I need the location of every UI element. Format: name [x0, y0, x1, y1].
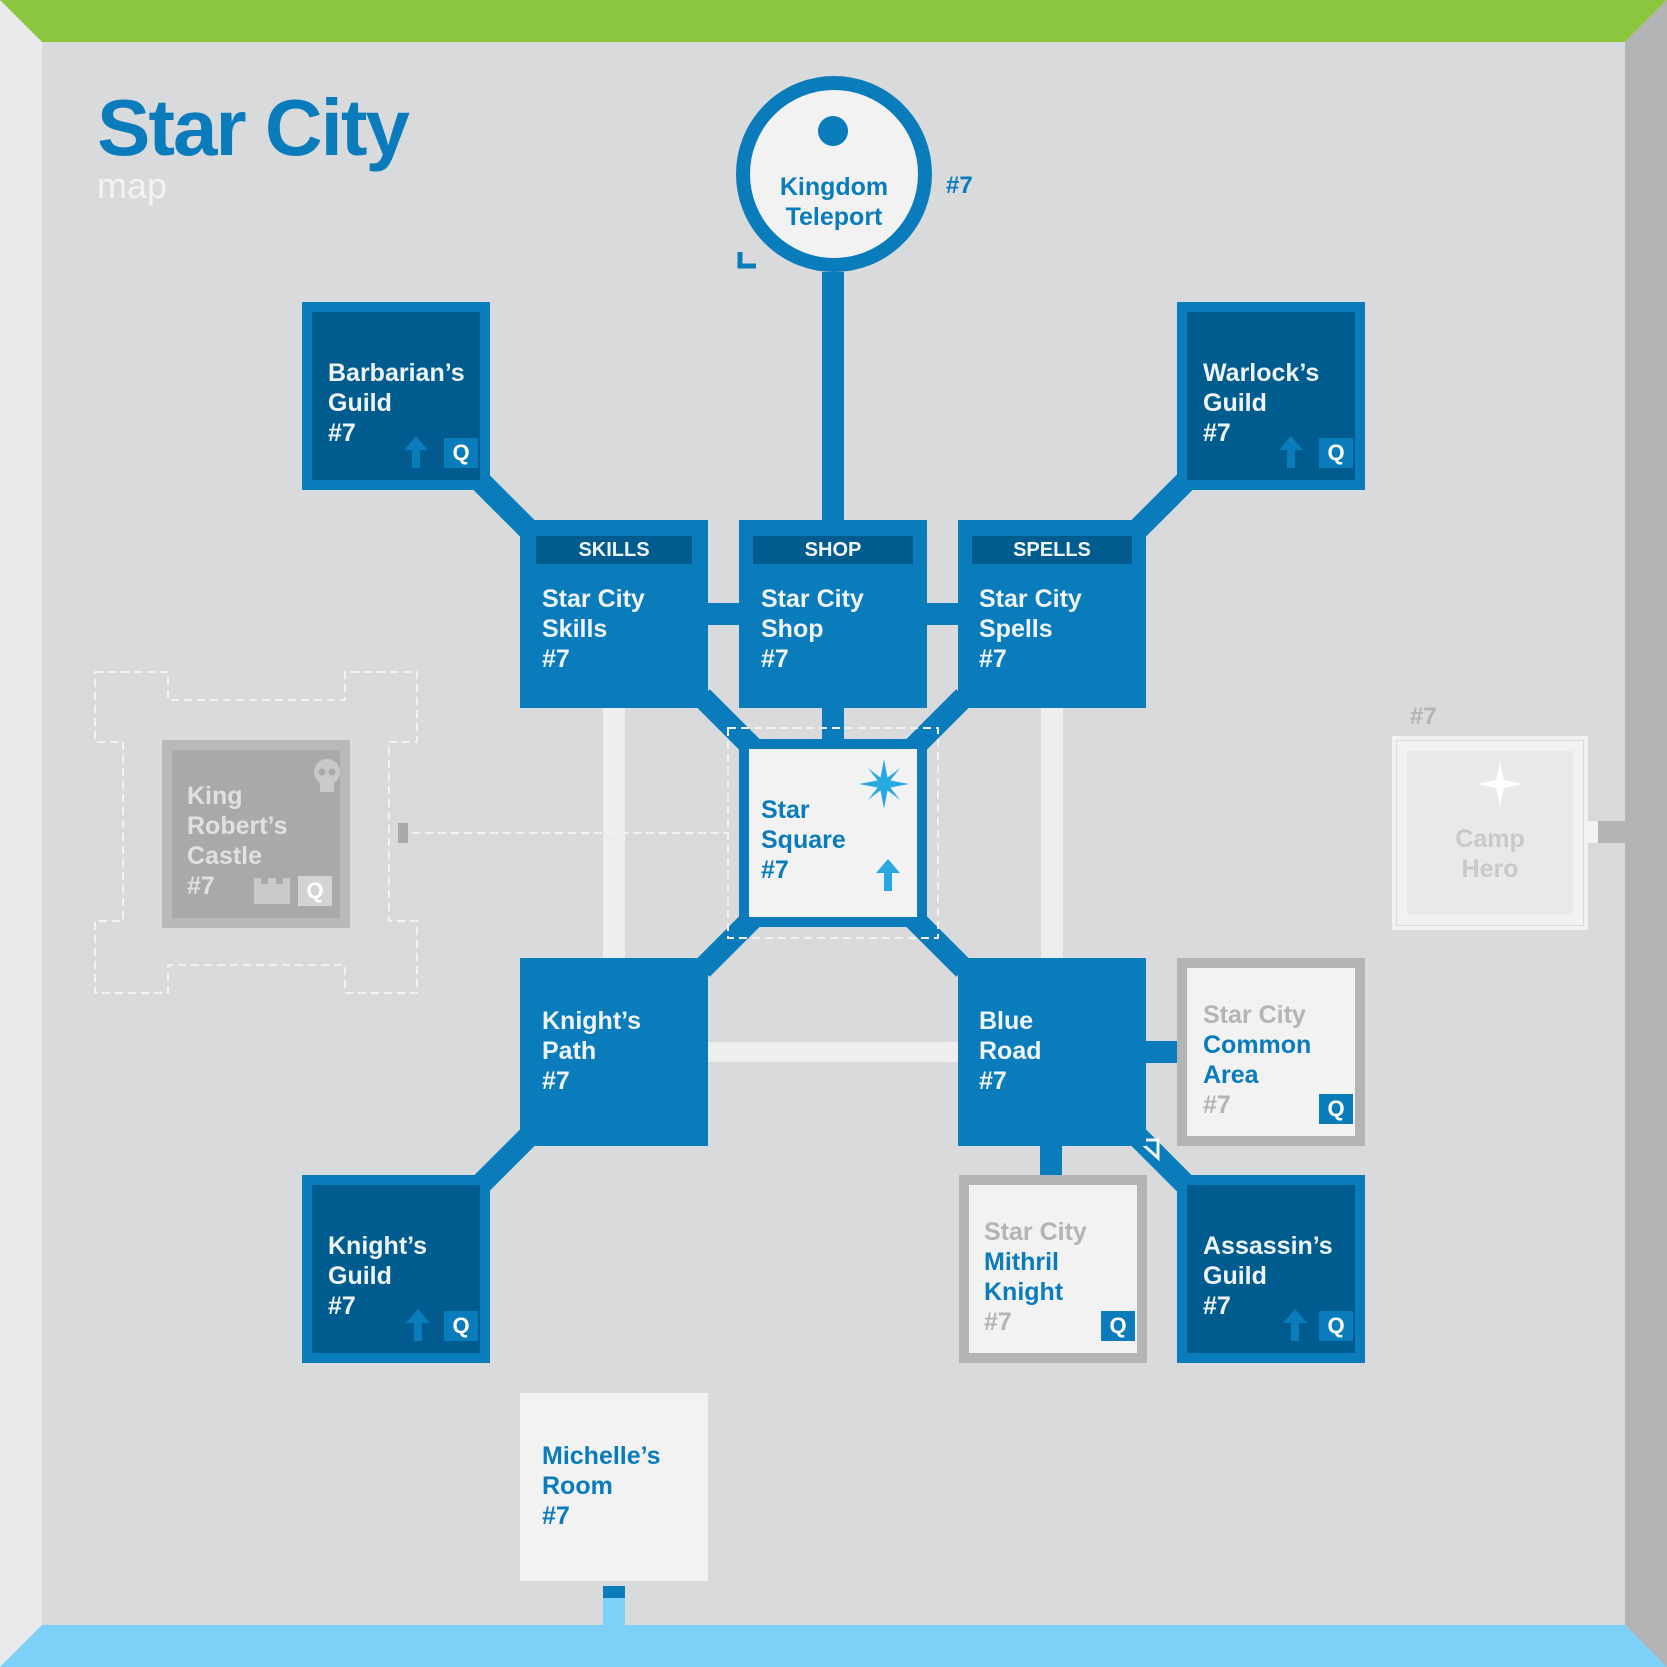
room-level: #7	[1203, 1292, 1231, 1320]
skull-icon	[314, 759, 340, 792]
quest-icon[interactable]: Q	[1319, 1094, 1353, 1124]
room-label: Robert’s	[187, 812, 288, 840]
teleport-pin-icon	[737, 252, 756, 269]
room-label: Star City	[542, 585, 645, 613]
room-label: Kingdom	[779, 173, 889, 201]
room-label: Mithril	[984, 1248, 1059, 1276]
bottom-border	[0, 1625, 1667, 1667]
left-border	[0, 0, 42, 1667]
room-king-roberts-castle[interactable]: King Robert’s Castle #7 Q	[162, 740, 350, 928]
compass-star-icon	[1477, 761, 1523, 807]
room-label: Square	[761, 826, 846, 854]
room-label: Star City	[984, 1218, 1087, 1246]
room-michelles-room[interactable]: Michelle’s Room #7	[520, 1393, 708, 1581]
room-level: #7	[1203, 1091, 1231, 1119]
castle-outline	[94, 671, 418, 994]
room-star-city-shop[interactable]: SHOP Star City Shop #7	[739, 520, 927, 708]
room-tag: SHOP	[753, 536, 913, 564]
room-warlocks-guild[interactable]: Warlock’s Guild #7 Q	[1177, 302, 1365, 490]
room-kingdom-teleport[interactable]: Kingdom Teleport	[736, 76, 932, 272]
room-label: King	[187, 782, 243, 810]
page-subtitle: map	[97, 165, 168, 206]
room-label: Castle	[187, 842, 263, 870]
room-label: Barbarian’s	[328, 359, 465, 387]
room-star-square[interactable]: Star Square #7	[739, 739, 927, 927]
room-label: Guild	[328, 389, 392, 417]
up-arrow-icon	[404, 436, 428, 468]
top-border	[0, 0, 1667, 42]
room-label: Area	[1203, 1061, 1259, 1089]
room-label: Spells	[979, 615, 1053, 643]
quest-icon[interactable]: Q	[1101, 1311, 1135, 1341]
up-arrow-icon	[876, 859, 900, 891]
up-arrow-icon	[406, 1309, 430, 1341]
room-label: Path	[542, 1037, 597, 1065]
room-camp-hero[interactable]: Camp Hero	[1397, 741, 1583, 925]
room-level: #7	[1203, 419, 1231, 447]
room-star-city-spells[interactable]: SPELLS Star City Spells #7	[958, 520, 1146, 708]
room-tag: SKILLS	[536, 536, 692, 564]
room-star-city-mithril-knight[interactable]: Star City Mithril Knight #7 Q	[959, 1175, 1147, 1363]
room-label: Guild	[328, 1262, 392, 1290]
teleport-dot-icon	[818, 116, 848, 146]
quest-icon[interactable]: Q	[1319, 438, 1353, 468]
room-blue-road[interactable]: Blue Road #7	[958, 958, 1146, 1146]
page-title: Star City	[97, 83, 410, 172]
room-label: Shop	[761, 615, 824, 643]
room-label: Guild	[1203, 389, 1267, 417]
room-level: #7	[542, 1067, 570, 1095]
room-label: Star City	[1203, 1001, 1306, 1029]
room-barbarians-guild[interactable]: Barbarian’s Guild #7 Q	[302, 302, 490, 490]
room-label: Camp	[1455, 825, 1525, 853]
room-label: Star	[761, 796, 810, 824]
room-level: #7	[328, 419, 356, 447]
room-level: #7	[984, 1308, 1012, 1336]
room-label: Warlock’s	[1203, 359, 1320, 387]
up-arrow-icon	[1283, 1309, 1307, 1341]
quest-icon[interactable]: Q	[1319, 1311, 1353, 1341]
room-label: Knight	[984, 1278, 1064, 1306]
room-label: Room	[542, 1472, 613, 1500]
room-assassins-guild[interactable]: Assassin’s Guild #7 Q	[1177, 1175, 1365, 1363]
room-level: #7	[761, 645, 789, 673]
room-label: Michelle’s	[542, 1442, 661, 1470]
room-level: #7	[328, 1292, 356, 1320]
quest-icon[interactable]: Q	[444, 1311, 478, 1341]
room-label: Knight’s	[328, 1232, 428, 1260]
room-level: #7	[979, 1067, 1007, 1095]
room-label: Knight’s	[542, 1007, 642, 1035]
room-knights-guild[interactable]: Knight’s Guild #7 Q	[302, 1175, 490, 1363]
castle-icon	[254, 878, 290, 904]
room-label: Guild	[1203, 1262, 1267, 1290]
room-star-city-skills[interactable]: SKILLS Star City Skills #7	[520, 520, 708, 708]
teleport-level: #7	[946, 172, 973, 199]
right-border	[1625, 0, 1667, 1667]
room-label: Blue	[979, 1007, 1034, 1035]
room-level: #7	[187, 872, 215, 900]
room-label: Assassin’s	[1203, 1232, 1333, 1260]
room-label: Skills	[542, 615, 608, 643]
room-label: Common	[1203, 1031, 1312, 1059]
room-label: Road	[979, 1037, 1042, 1065]
room-level: #7	[761, 856, 789, 884]
room-label: Star City	[979, 585, 1082, 613]
room-level: #7	[542, 1502, 570, 1530]
compass-star-icon	[859, 759, 909, 809]
room-level: #7	[542, 645, 570, 673]
up-arrow-icon	[1279, 436, 1303, 468]
room-label: Hero	[1461, 855, 1519, 883]
camp-level: #7	[1410, 703, 1437, 730]
room-label: Teleport	[785, 203, 883, 231]
room-level: #7	[979, 645, 1007, 673]
quest-icon[interactable]: Q	[298, 876, 332, 906]
room-label: Star City	[761, 585, 864, 613]
room-knights-path[interactable]: Knight’s Path #7	[520, 958, 708, 1146]
room-tag: SPELLS	[972, 536, 1132, 564]
room-star-city-common-area[interactable]: Star City Common Area #7 Q	[1177, 958, 1365, 1146]
quest-icon[interactable]: Q	[444, 438, 478, 468]
